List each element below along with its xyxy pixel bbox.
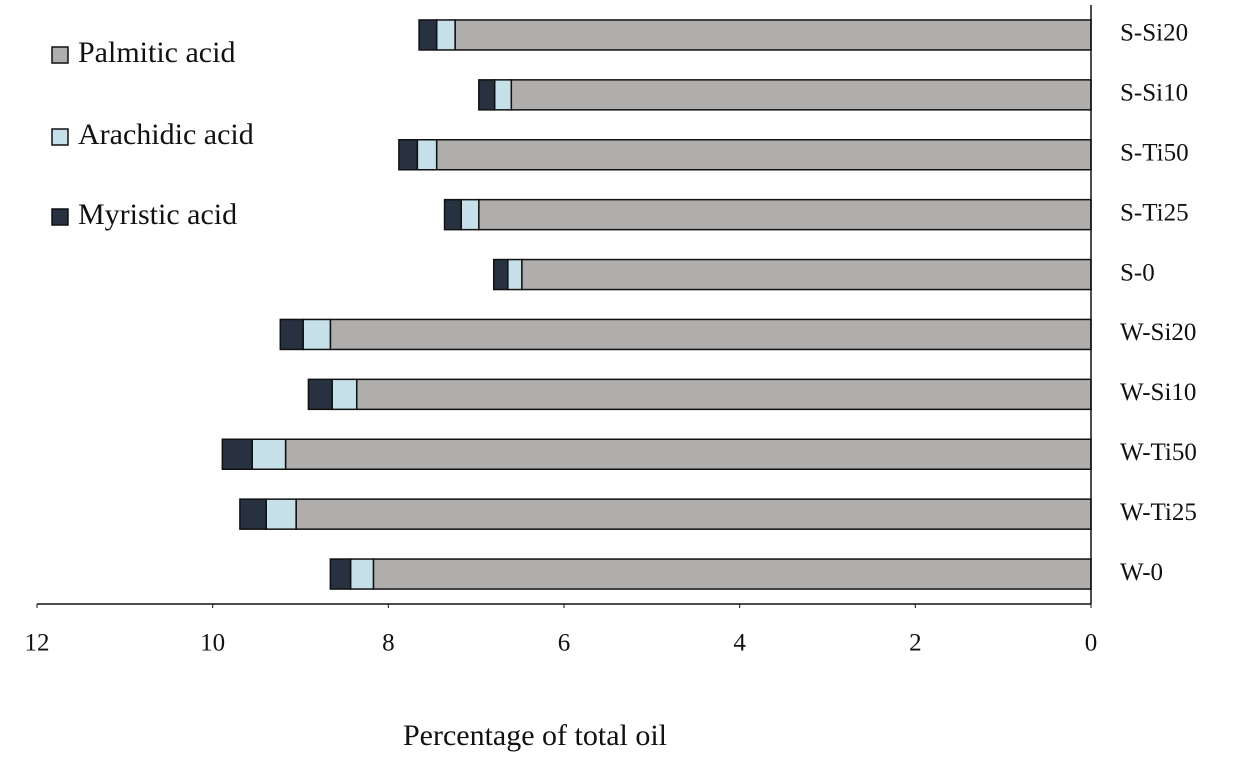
bar-segment (492, 258, 509, 291)
category-label: S-Ti25 (1120, 199, 1189, 226)
bar-segment (507, 258, 523, 291)
category-label: S-Si20 (1120, 20, 1188, 47)
legend-swatch (51, 128, 69, 146)
bar-segment (416, 139, 438, 171)
bar-segment (521, 258, 1092, 291)
bar-segment (435, 139, 1092, 171)
bar-segment (239, 498, 267, 530)
bar-segment (302, 318, 332, 351)
bar-segment (329, 318, 1092, 351)
bar-segment (295, 498, 1092, 530)
bar-segment (418, 19, 438, 51)
legend-label: Arachidic acid (78, 118, 254, 151)
x-tick-label: 12 (25, 630, 50, 657)
x-tick-label: 8 (382, 630, 395, 657)
x-tick-label: 6 (558, 630, 571, 657)
x-tick-label: 4 (733, 630, 746, 657)
bar-segment (454, 19, 1092, 51)
bar-segment (435, 19, 456, 51)
category-label: S-Ti50 (1120, 139, 1189, 166)
bar-segment (284, 438, 1092, 470)
bar-segment (221, 438, 253, 470)
category-label: S-Si10 (1120, 80, 1188, 107)
bar-segment (331, 378, 358, 411)
bar-segment (443, 198, 462, 231)
bar-segment (510, 79, 1092, 111)
bar-segment (478, 79, 496, 111)
bar-segment (349, 558, 375, 590)
category-label: W-Ti25 (1120, 499, 1197, 526)
bar-segment (355, 378, 1092, 411)
x-tick-label: 10 (200, 630, 225, 657)
category-label: W-Ti50 (1120, 439, 1197, 466)
bar-segment (251, 438, 287, 470)
category-label: W-Si10 (1120, 379, 1196, 406)
legend-label: Palmitic acid (78, 36, 235, 69)
bar-segment (460, 198, 480, 231)
bar-segment (478, 198, 1092, 231)
legend-label: Myristic acid (78, 198, 237, 231)
bar-segment (265, 498, 297, 530)
x-tick-label: 0 (1085, 630, 1098, 657)
legend-swatch (51, 208, 69, 226)
bar-segment (493, 79, 513, 111)
bar-segment (329, 558, 352, 590)
category-label: W-Si20 (1120, 319, 1196, 346)
bar-segment (279, 318, 304, 351)
x-axis-title: Percentage of total oil (403, 719, 667, 752)
legend-swatch (51, 46, 69, 64)
bar-segment (307, 378, 333, 411)
x-tick-label: 2 (909, 630, 922, 657)
bar-segment (372, 558, 1092, 590)
bar-segment (398, 139, 419, 171)
category-label: W-0 (1120, 559, 1163, 586)
category-label: S-0 (1120, 259, 1155, 286)
